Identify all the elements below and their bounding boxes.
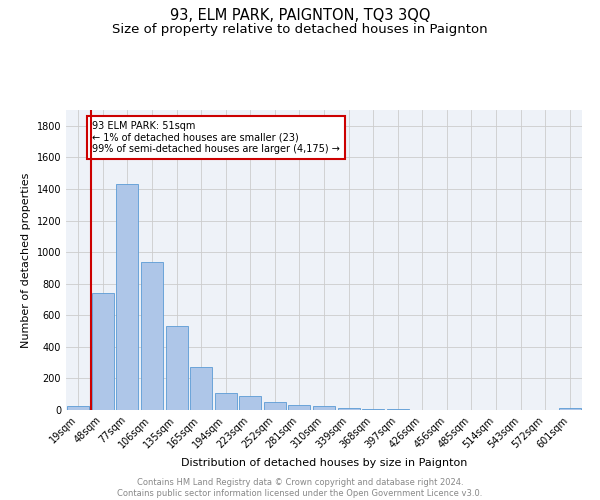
Bar <box>264 402 286 410</box>
Bar <box>386 409 409 410</box>
Text: Size of property relative to detached houses in Paignton: Size of property relative to detached ho… <box>112 22 488 36</box>
Text: 93, ELM PARK, PAIGNTON, TQ3 3QQ: 93, ELM PARK, PAIGNTON, TQ3 3QQ <box>170 8 430 22</box>
Text: Contains HM Land Registry data © Crown copyright and database right 2024.
Contai: Contains HM Land Registry data © Crown c… <box>118 478 482 498</box>
Bar <box>338 408 359 410</box>
Bar <box>559 408 581 410</box>
Y-axis label: Number of detached properties: Number of detached properties <box>21 172 31 348</box>
Bar <box>239 396 262 410</box>
Text: 93 ELM PARK: 51sqm
← 1% of detached houses are smaller (23)
99% of semi-detached: 93 ELM PARK: 51sqm ← 1% of detached hous… <box>92 121 340 154</box>
Bar <box>289 405 310 410</box>
Bar <box>313 406 335 410</box>
Bar <box>166 326 188 410</box>
X-axis label: Distribution of detached houses by size in Paignton: Distribution of detached houses by size … <box>181 458 467 468</box>
Bar <box>141 262 163 410</box>
Bar <box>362 408 384 410</box>
Bar <box>67 406 89 410</box>
Bar <box>190 368 212 410</box>
Bar <box>215 394 237 410</box>
Bar <box>92 293 114 410</box>
Bar <box>116 184 139 410</box>
